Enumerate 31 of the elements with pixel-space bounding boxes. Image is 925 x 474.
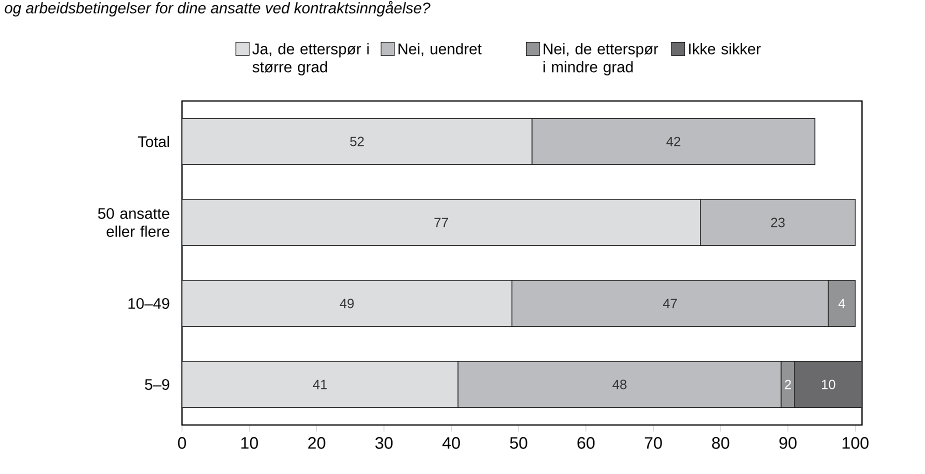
- y-tick-label: 5–9: [144, 379, 170, 390]
- x-tick-label: 90: [779, 437, 797, 449]
- data-label: 77: [434, 218, 448, 228]
- data-label: 41: [312, 380, 327, 390]
- data-label: 10: [822, 380, 836, 390]
- legend-label: Nei, de etterspør i mindre grad: [544, 43, 658, 76]
- data-label: 42: [666, 136, 680, 146]
- y-tick-label: 50 ansatte eller flere: [98, 208, 170, 237]
- x-tick-label: 60: [578, 437, 595, 449]
- x-tick-label: 0: [178, 437, 186, 449]
- x-tick-label: 50: [510, 437, 528, 449]
- x-tick-label: 100: [842, 437, 869, 449]
- x-tick-label: 70: [644, 437, 662, 449]
- x-tick-label: 80: [712, 437, 730, 449]
- x-tick-label: 40: [442, 437, 460, 449]
- data-label: 4: [838, 298, 846, 308]
- data-label: 52: [350, 136, 364, 146]
- x-tick-label: 30: [375, 437, 393, 449]
- y-tick-label: Total: [138, 136, 169, 148]
- legend-label: Nei, uendret: [398, 43, 482, 56]
- x-tick-label: 20: [308, 437, 326, 449]
- data-label: 48: [612, 380, 626, 390]
- legend-label: Ikke sikker: [689, 43, 761, 54]
- data-label: 2: [784, 380, 791, 390]
- data-label: 47: [663, 298, 677, 308]
- x-tick-label: 10: [241, 437, 258, 449]
- y-tick-label: 10–49: [128, 298, 170, 309]
- legend-label: Ja, de etterspør i større grad: [252, 43, 369, 76]
- chart-title: og arbeidsbetingelser for dine ansatte ved kontraktsinngåelse?: [4, 0, 430, 16]
- data-label: 23: [771, 218, 785, 228]
- data-label: 49: [340, 298, 354, 308]
